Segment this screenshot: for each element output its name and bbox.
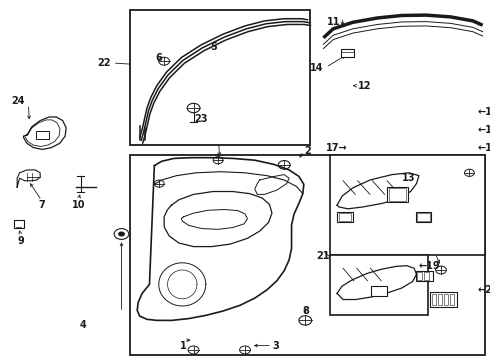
Bar [341, 49, 354, 57]
Text: 7: 7 [38, 200, 45, 210]
Bar [450, 294, 454, 305]
Bar [416, 271, 433, 281]
Text: 1: 1 [180, 341, 187, 351]
Bar [438, 294, 442, 305]
Text: 9: 9 [17, 236, 24, 246]
Bar [417, 213, 430, 221]
Circle shape [118, 231, 125, 237]
Text: 14: 14 [310, 63, 323, 73]
Bar [387, 187, 408, 202]
Text: 8: 8 [303, 306, 310, 316]
Text: 5: 5 [211, 42, 218, 52]
Text: 10: 10 [72, 200, 85, 210]
Text: ←18: ←18 [478, 143, 490, 153]
FancyBboxPatch shape [130, 155, 485, 355]
Bar [417, 272, 422, 280]
Bar [339, 213, 351, 221]
Bar [432, 294, 436, 305]
Text: 21: 21 [317, 251, 330, 261]
Bar [337, 212, 353, 222]
FancyBboxPatch shape [330, 255, 428, 315]
Bar [389, 188, 406, 201]
Text: 13: 13 [402, 173, 416, 183]
Bar [444, 294, 448, 305]
Text: 4: 4 [80, 320, 87, 330]
Bar [36, 131, 49, 139]
Bar [14, 220, 24, 228]
Text: ←19: ←19 [419, 261, 441, 271]
Bar [371, 286, 387, 296]
Text: 6: 6 [155, 53, 162, 63]
Text: 11: 11 [326, 17, 340, 27]
Bar [424, 272, 429, 280]
Text: 3: 3 [272, 341, 279, 351]
Text: ←16: ←16 [478, 125, 490, 135]
FancyBboxPatch shape [130, 10, 310, 145]
Text: ←20: ←20 [478, 285, 490, 295]
Bar [416, 212, 431, 222]
Text: 22: 22 [97, 58, 110, 68]
Text: 17→: 17→ [326, 143, 348, 153]
Text: 24: 24 [11, 96, 24, 106]
FancyBboxPatch shape [330, 155, 485, 255]
Text: 12: 12 [358, 81, 371, 91]
Bar [430, 292, 457, 307]
Text: ←15: ←15 [478, 107, 490, 117]
Text: 23: 23 [194, 114, 208, 124]
Text: 2: 2 [304, 146, 311, 156]
